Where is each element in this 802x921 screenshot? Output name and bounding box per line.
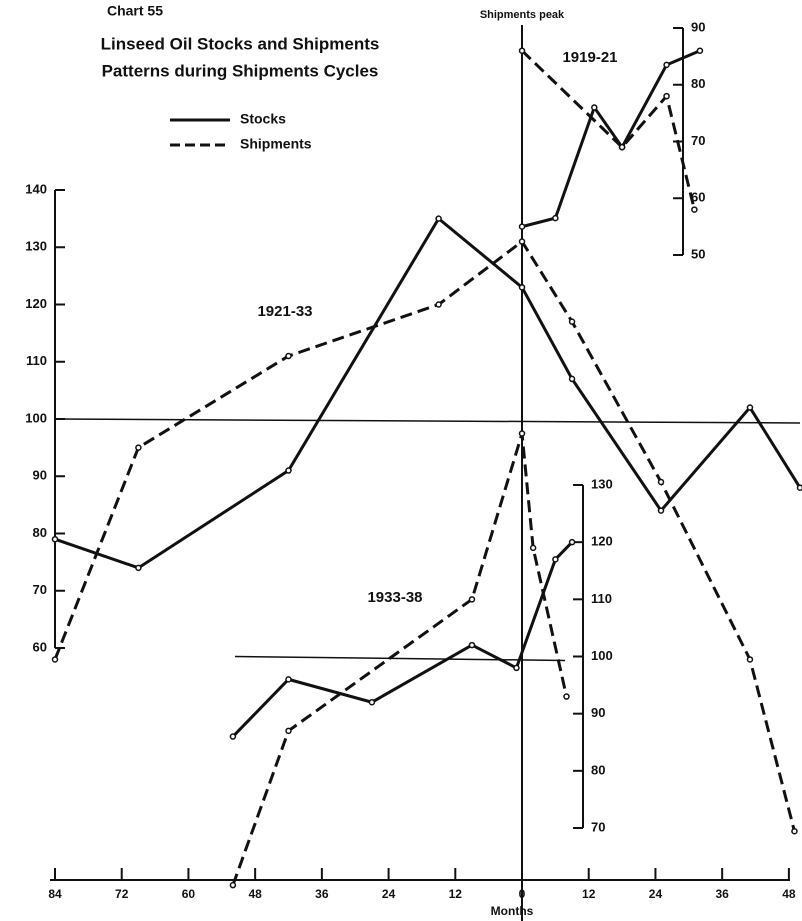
point (51, 535, 59, 543)
point (518, 284, 526, 291)
chart-subtitle: Patterns during Shipments Cycles (102, 61, 379, 80)
point (746, 656, 754, 663)
point (468, 596, 476, 603)
point (591, 104, 598, 111)
point (51, 656, 59, 663)
x-tick-label: 48 (248, 887, 262, 901)
point (563, 693, 570, 700)
series-line (521, 49, 701, 229)
point (518, 47, 526, 54)
point (468, 641, 476, 649)
point (529, 544, 537, 552)
point (618, 143, 626, 151)
legend-label: Stocks (240, 111, 286, 127)
point (285, 467, 292, 474)
y-tick-label: 120 (25, 296, 47, 311)
y-tick-label: 130 (25, 239, 47, 254)
x-tick-label: 36 (315, 887, 329, 901)
chart-title: Chart 55 (107, 3, 163, 19)
point (435, 301, 442, 308)
point (285, 676, 292, 683)
point (663, 92, 670, 100)
panel-label: 1919-21 (562, 49, 617, 66)
x-tick-label: 12 (582, 887, 596, 901)
series-line (231, 433, 568, 886)
point (229, 881, 237, 889)
x-tick-label: 24 (382, 887, 396, 901)
point (518, 238, 526, 245)
y-tick-label: 70 (591, 819, 605, 834)
y-tick-label: 100 (25, 410, 47, 425)
x-tick-label: 84 (48, 887, 62, 901)
point (518, 223, 526, 230)
point (746, 404, 754, 411)
x-tick-label: 12 (449, 887, 463, 901)
x-tick-label: 48 (782, 887, 796, 901)
panel-label: 1921-33 (257, 303, 312, 320)
point (568, 318, 576, 325)
point (135, 444, 142, 451)
y-tick-label: 110 (26, 353, 47, 368)
x-tick-label: 72 (115, 887, 129, 901)
chart-subtitle: Linseed Oil Stocks and Shipments (101, 34, 380, 53)
point (285, 352, 292, 360)
point (229, 733, 237, 740)
point (791, 827, 798, 835)
point (135, 564, 142, 572)
point (663, 61, 670, 69)
x-tick-label: 36 (715, 887, 729, 901)
y-tick-label: 100 (591, 648, 613, 663)
y-tick-label: 70 (33, 582, 47, 597)
series-line (520, 49, 696, 210)
series-line (53, 239, 796, 832)
y-tick-label: 80 (33, 525, 47, 540)
point (285, 727, 292, 735)
annotation: Shipments peak (480, 9, 565, 21)
y-tick-label: 90 (591, 705, 605, 720)
point (657, 507, 665, 514)
series-line (54, 216, 802, 570)
y-tick-label: 90 (33, 468, 47, 483)
point (552, 214, 559, 222)
y-tick-label: 120 (591, 534, 613, 549)
point (518, 430, 526, 437)
y-tick-label: 90 (691, 19, 705, 34)
point (657, 478, 665, 486)
y-tick-label: 130 (591, 476, 613, 491)
point (568, 375, 576, 383)
y-tick-label: 60 (691, 190, 705, 205)
point (552, 556, 559, 563)
baseline (54, 418, 801, 424)
point (368, 698, 376, 706)
y-tick-label: 110 (591, 591, 612, 606)
x-tick-label: 60 (182, 887, 196, 901)
x-axis-label: Months (491, 904, 534, 918)
y-tick-label: 80 (691, 76, 705, 91)
point (691, 206, 698, 213)
point (696, 47, 704, 54)
y-tick-label: 70 (691, 133, 705, 148)
point (796, 484, 802, 491)
y-tick-label: 50 (691, 246, 705, 261)
x-tick-label: 0 (519, 887, 526, 901)
point (513, 664, 520, 672)
y-tick-label: 60 (33, 639, 47, 654)
panel-label: 1933-38 (367, 589, 422, 606)
baseline (234, 655, 566, 662)
legend-label: Shipments (240, 136, 312, 152)
x-tick-label: 24 (649, 887, 663, 901)
y-tick-label: 140 (25, 181, 47, 196)
point (568, 538, 576, 546)
y-tick-label: 80 (591, 762, 605, 777)
point (435, 215, 442, 222)
